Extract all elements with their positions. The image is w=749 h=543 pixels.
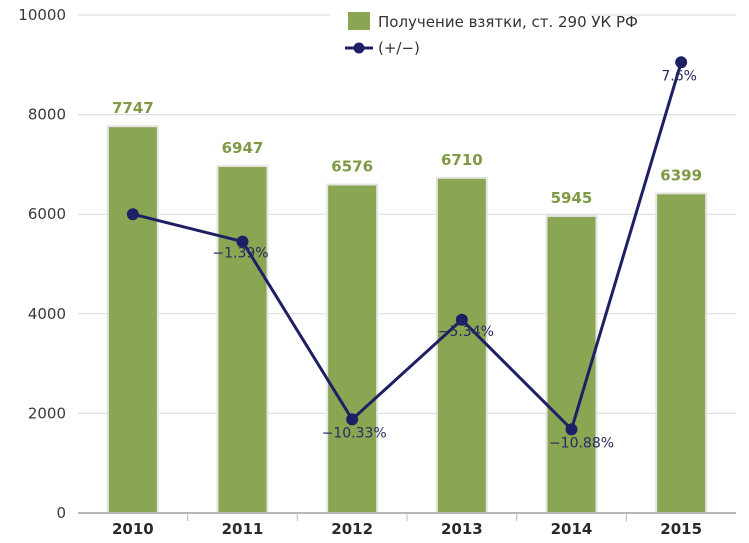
line-point [346,413,359,426]
legend: Получение взятки, ст. 290 УК РФ (+/−) [330,4,638,64]
line-value-labels: −1.39% −10.33% −5.34% −10.88% 7.6% [212,68,697,451]
line-point [565,423,578,436]
y-tick-label: 8000 [28,106,66,124]
bar [547,216,596,513]
x-tick-label: 2013 [441,520,483,538]
line-value-label: −5.34% [438,324,494,340]
x-tick-label: 2014 [551,520,593,538]
legend-swatch-bar [348,12,370,30]
bar-value-label: 5945 [551,189,593,207]
legend-swatch-marker [353,42,365,54]
bar-value-label: 6710 [441,151,483,169]
x-tick-label: 2012 [331,520,373,538]
y-tick-label: 4000 [28,305,66,323]
bar-value-labels: 7747 6947 6576 6710 5945 6399 [112,99,702,207]
y-tick-label: 0 [56,504,66,522]
line-point [236,235,249,248]
line-point [455,313,468,326]
x-tick-label: 2015 [660,520,702,538]
bar [657,194,706,513]
line-point [126,208,139,221]
legend-background [330,4,590,64]
x-tick-label: 2011 [222,520,264,538]
y-tick-label: 6000 [28,205,66,223]
line-value-label: −10.33% [322,425,387,441]
y-tick-label: 2000 [28,404,66,422]
legend-label-bar: Получение взятки, ст. 290 УК РФ [378,13,638,31]
bar [218,167,267,513]
bar-value-label: 7747 [112,99,154,117]
bar-value-label: 6399 [660,166,702,184]
bar [437,178,486,514]
line-value-label: 7.6% [661,68,697,84]
legend-label-line: (+/−) [378,39,420,57]
line-value-label: −1.39% [212,246,268,262]
line-point [675,56,688,69]
bar-value-label: 6576 [331,158,373,176]
x-axis-ticks: 2010 2011 2012 2013 2014 2015 [112,514,702,538]
x-tick-label: 2010 [112,520,154,538]
line-series [126,56,688,436]
bar [328,185,377,513]
bar-series [106,125,708,514]
line-path [132,61,683,431]
line-value-label: −10.88% [549,435,614,451]
y-axis-ticks: 0 2000 4000 6000 8000 10000 [18,6,66,522]
bar-value-label: 6947 [222,139,264,157]
y-tick-label: 10000 [18,6,66,24]
bar [108,127,157,513]
